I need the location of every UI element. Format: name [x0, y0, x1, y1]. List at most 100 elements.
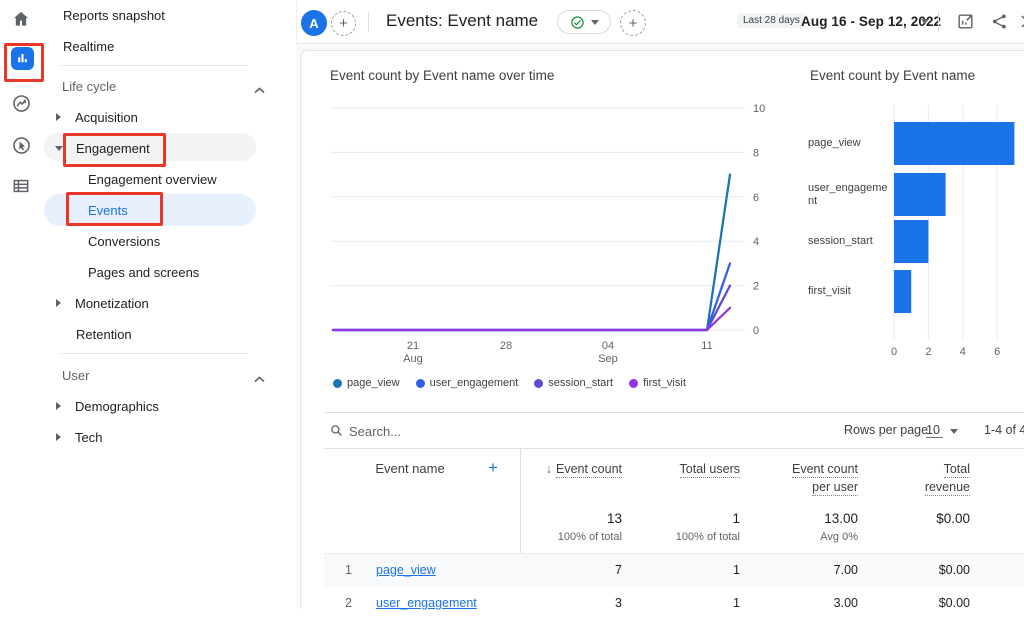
sidebar-item-tech[interactable]: Tech: [56, 422, 102, 452]
app-rail: [0, 0, 40, 608]
svg-text:4: 4: [753, 236, 759, 248]
sidebar-divider: [60, 353, 248, 354]
legend-item-first_visit: first_visit: [629, 377, 686, 389]
row-index: 1: [338, 563, 352, 577]
table-row: 1 page_view 7 1 7.00 $0.00: [324, 553, 1024, 588]
expand-right-icon: [56, 299, 61, 307]
event-name-link[interactable]: page_view: [376, 563, 436, 577]
bar-x-tick: 6: [987, 346, 1007, 358]
sidebar-item-events[interactable]: Events: [88, 195, 128, 225]
legend-dot: [333, 379, 342, 388]
expand-down-icon: [55, 146, 63, 151]
sort-desc-icon: ↓: [546, 462, 552, 476]
svg-text:2: 2: [753, 281, 759, 293]
sidebar-divider: [60, 65, 248, 66]
totals-total-users-sub: 100% of total: [622, 531, 740, 543]
sidebar-item-engagement-overview[interactable]: Engagement overview: [88, 164, 217, 194]
insights-icon[interactable]: [1018, 12, 1024, 31]
chevron-up-icon: [254, 371, 265, 386]
sidebar-item-pages-and-screens[interactable]: Pages and screens: [88, 257, 199, 287]
sidebar-item-conversions[interactable]: Conversions: [88, 226, 160, 256]
bar-chart-title: Event count by Event name: [810, 68, 975, 83]
legend-dot: [629, 379, 638, 388]
reports-icon[interactable]: [11, 47, 34, 70]
line-x-tick: 21Aug: [388, 340, 438, 366]
add-report-tab-button[interactable]: +: [620, 10, 646, 36]
bar-category-label: user_engagement: [808, 173, 892, 216]
bar-x-tick: 4: [953, 346, 973, 358]
line-x-tick: 11: [682, 340, 732, 353]
rows-per-page-select[interactable]: 10: [926, 423, 943, 438]
legend-item-session_start: session_start: [534, 377, 613, 389]
column-header-event-count-per-user[interactable]: Event countper user: [740, 460, 858, 496]
legend-label: first_visit: [643, 377, 686, 389]
sidebar-item-engagement[interactable]: Engagement: [55, 133, 150, 163]
check-circle-icon: [570, 15, 585, 30]
header-divider: [938, 11, 939, 32]
column-header-event-name[interactable]: Event name: [350, 461, 470, 476]
rows-per-page-label: Rows per page:: [844, 423, 932, 437]
expand-right-icon: [56, 402, 61, 410]
totals-event-count: 13: [500, 511, 622, 526]
chevron-down-icon[interactable]: [950, 429, 958, 434]
chevron-up-icon: [254, 82, 265, 97]
bar-category-label: first_visit: [808, 270, 892, 313]
line-x-tick: 28: [481, 340, 531, 353]
cell-per-user: 7.00: [740, 563, 858, 577]
bar-x-tick: 0: [884, 346, 904, 358]
sidebar-item-retention[interactable]: Retention: [76, 319, 132, 349]
svg-text:8: 8: [753, 147, 759, 159]
add-dimension-button[interactable]: +: [488, 458, 498, 478]
table-search-input[interactable]: [347, 421, 501, 441]
pagination-status: 1-4 of 4: [984, 423, 1024, 437]
expand-right-icon: [56, 113, 61, 121]
home-icon[interactable]: [10, 8, 32, 30]
expand-right-icon: [56, 433, 61, 441]
column-header-event-count[interactable]: ↓Event count: [500, 460, 622, 478]
comparison-avatar[interactable]: A: [301, 10, 327, 36]
svg-text:6: 6: [753, 192, 759, 204]
sidebar-item-acquisition[interactable]: Acquisition: [56, 102, 138, 132]
svg-text:10: 10: [753, 103, 765, 115]
sidebar-item-realtime[interactable]: Realtime: [63, 31, 114, 61]
chevron-down-icon: [591, 20, 599, 25]
sidebar-item-monetization[interactable]: Monetization: [56, 288, 149, 318]
totals-per-user: 13.00: [740, 511, 858, 526]
sidebar-section-user[interactable]: User: [62, 360, 89, 390]
table-top-divider: [324, 412, 1024, 413]
sidebar-section-life-cycle[interactable]: Life cycle: [62, 71, 116, 101]
legend-item-page_view: page_view: [333, 377, 400, 389]
table-header-divider: [324, 448, 1024, 449]
topbar-divider: [296, 43, 1024, 44]
line-chart-title: Event count by Event name over time: [330, 68, 554, 83]
events-selected-bg: [44, 194, 256, 226]
sidebar-item-reports-snapshot[interactable]: Reports snapshot: [63, 0, 165, 30]
legend-dot: [416, 379, 425, 388]
svg-text:0: 0: [753, 325, 759, 337]
legend-dot: [534, 379, 543, 388]
bar-x-tick: 2: [918, 346, 938, 358]
library-icon[interactable]: [10, 175, 32, 197]
line-chart-legend: page_viewuser_engagementsession_startfir…: [333, 377, 686, 389]
line-x-tick: 04Sep: [583, 340, 633, 366]
chevron-down-icon[interactable]: [921, 19, 929, 24]
cell-event-count: 7: [500, 563, 622, 577]
column-header-total-users[interactable]: Total users: [640, 460, 740, 478]
explore-icon[interactable]: [10, 92, 32, 114]
bar-chart-svg: [890, 100, 1024, 345]
advertising-icon[interactable]: [10, 134, 32, 156]
search-icon: [330, 424, 343, 442]
bar-category-label: page_view: [808, 122, 892, 165]
date-preset-chip: Last 28 days: [737, 13, 806, 28]
customize-report-icon[interactable]: [956, 12, 975, 36]
column-header-total-revenue[interactable]: Totalrevenue: [860, 460, 970, 496]
report-status-chip[interactable]: [557, 10, 611, 34]
add-comparison-button[interactable]: +: [331, 11, 356, 36]
totals-total-users: 1: [622, 511, 740, 526]
legend-label: session_start: [548, 377, 613, 389]
header-divider: [368, 12, 369, 32]
cell-total-users: 1: [622, 563, 740, 577]
sidebar-item-demographics[interactable]: Demographics: [56, 391, 159, 421]
reports-sidebar: Reports snapshot Realtime Life cycle Acq…: [40, 0, 297, 608]
share-icon[interactable]: [990, 12, 1009, 36]
